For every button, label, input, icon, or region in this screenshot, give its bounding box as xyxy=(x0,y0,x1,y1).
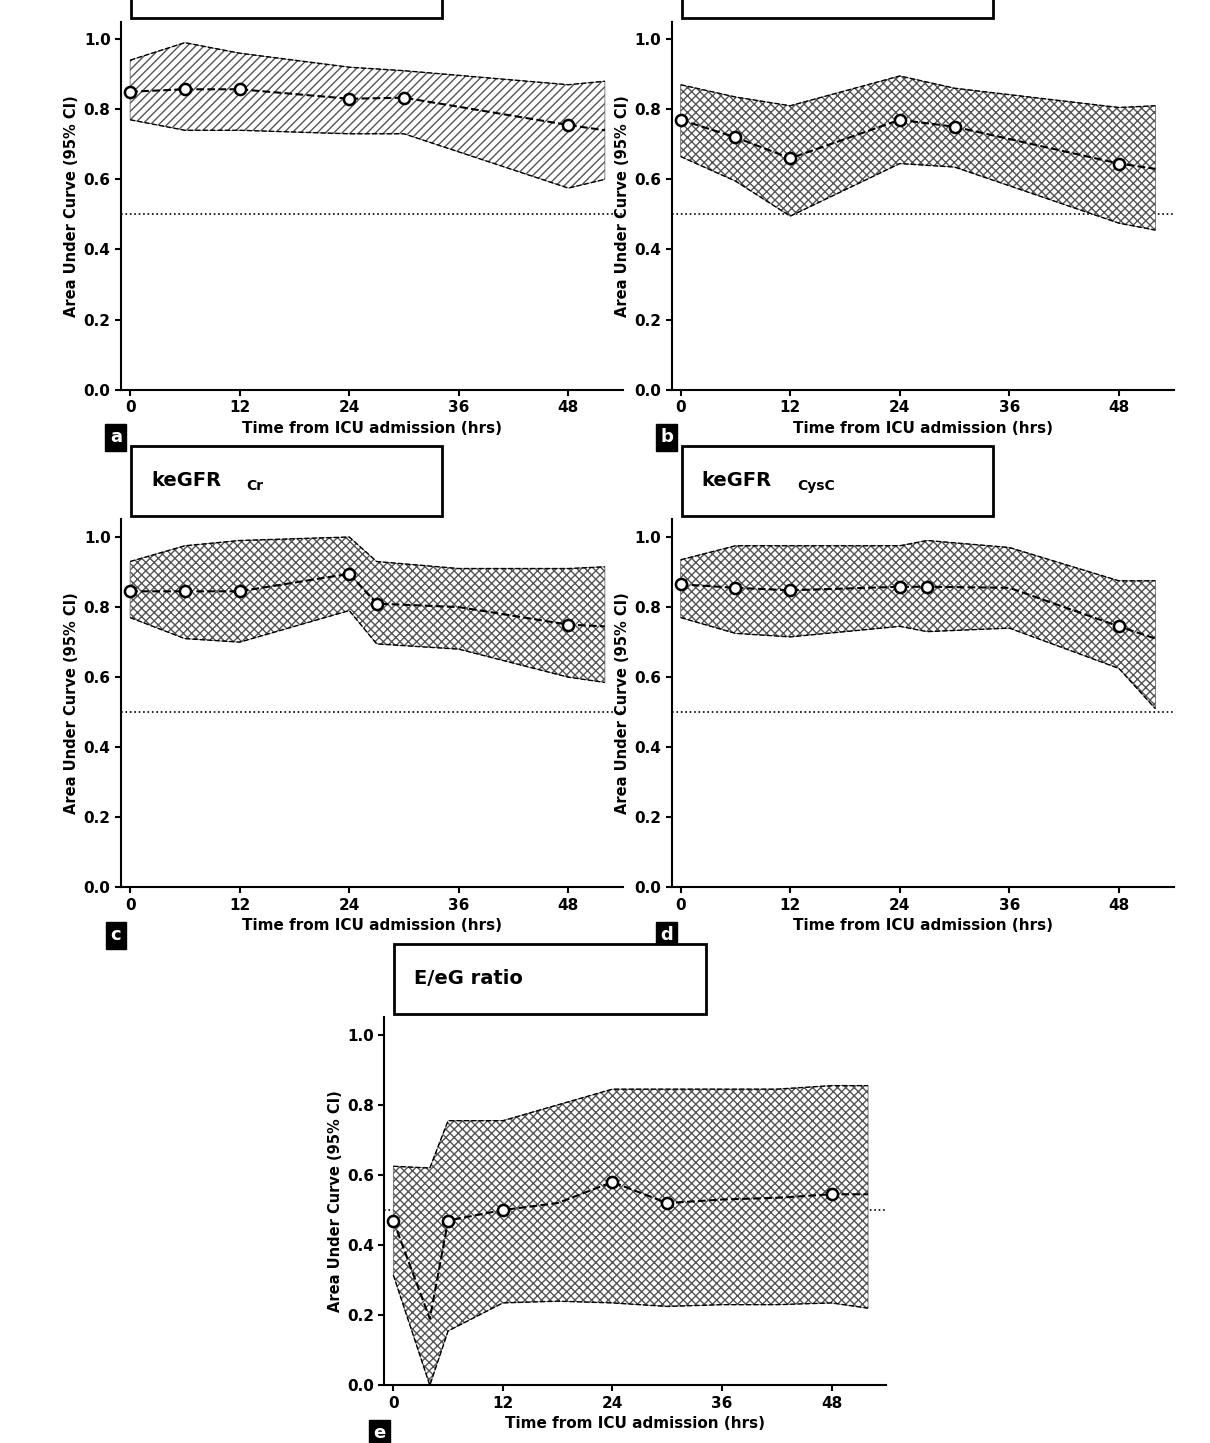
FancyBboxPatch shape xyxy=(681,0,993,17)
Y-axis label: Area Under Curve (95% CI): Area Under Curve (95% CI) xyxy=(615,95,630,316)
FancyBboxPatch shape xyxy=(681,446,993,515)
Text: keGFR: keGFR xyxy=(151,472,221,491)
Text: d: d xyxy=(661,926,673,944)
Text: e: e xyxy=(373,1424,385,1442)
Y-axis label: Area Under Curve (95% CI): Area Under Curve (95% CI) xyxy=(615,593,630,814)
Text: a: a xyxy=(110,429,122,446)
FancyBboxPatch shape xyxy=(394,944,705,1013)
Text: c: c xyxy=(110,926,121,944)
Y-axis label: Area Under Curve (95% CI): Area Under Curve (95% CI) xyxy=(64,593,80,814)
X-axis label: Time from ICU admission (hrs): Time from ICU admission (hrs) xyxy=(506,1416,765,1431)
X-axis label: Time from ICU admission (hrs): Time from ICU admission (hrs) xyxy=(242,918,502,934)
Y-axis label: Area Under Curve (95% CI): Area Under Curve (95% CI) xyxy=(64,95,80,316)
X-axis label: Time from ICU admission (hrs): Time from ICU admission (hrs) xyxy=(793,918,1053,934)
Text: CysC: CysC xyxy=(797,479,835,494)
FancyBboxPatch shape xyxy=(131,0,443,17)
Text: keGFR: keGFR xyxy=(702,472,772,491)
X-axis label: Time from ICU admission (hrs): Time from ICU admission (hrs) xyxy=(793,420,1053,436)
Text: b: b xyxy=(661,429,673,446)
X-axis label: Time from ICU admission (hrs): Time from ICU admission (hrs) xyxy=(242,420,502,436)
Text: E/eG ratio: E/eG ratio xyxy=(414,970,523,988)
FancyBboxPatch shape xyxy=(131,446,443,515)
Text: Cr: Cr xyxy=(247,479,264,494)
Y-axis label: Area Under Curve (95% CI): Area Under Curve (95% CI) xyxy=(328,1091,342,1312)
